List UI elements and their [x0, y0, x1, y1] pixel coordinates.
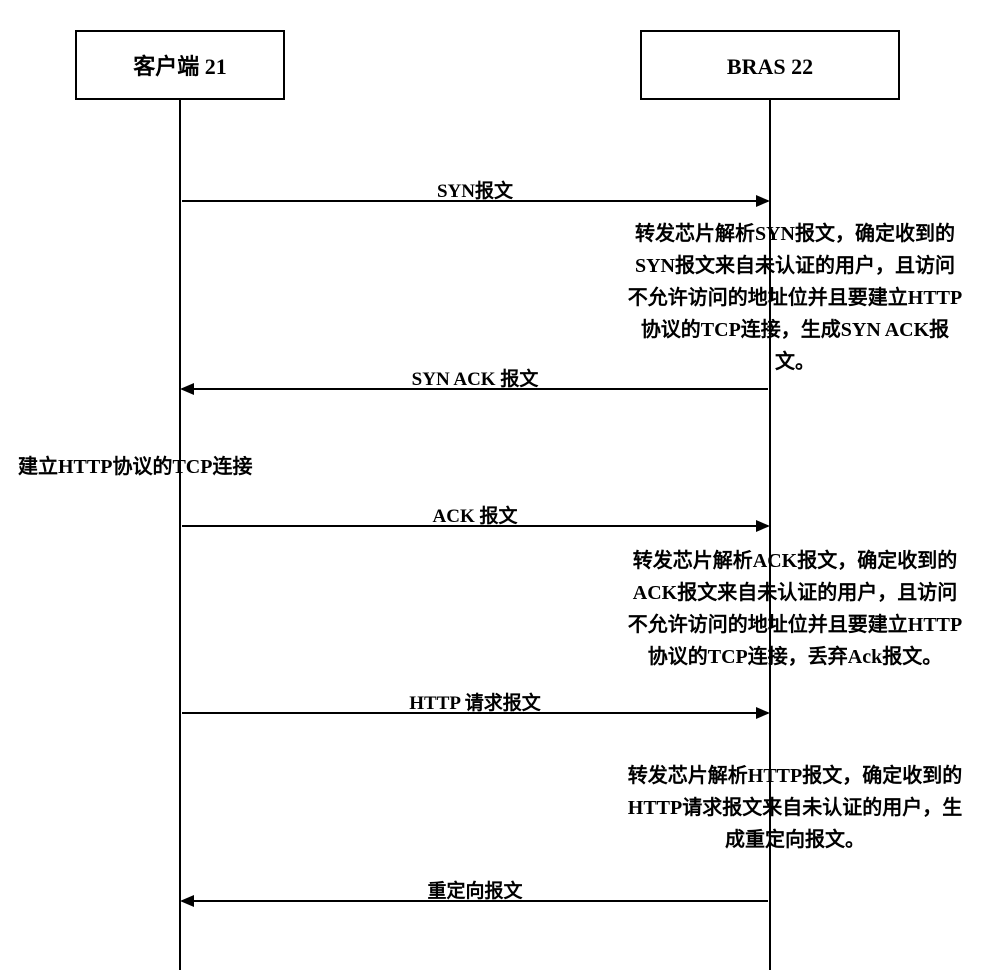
note-line: 转发芯片解析ACK报文，确定收到的 [595, 545, 995, 577]
note-line: 不允许访问的地址位并且要建立HTTP [595, 282, 995, 314]
arrow-head-icon [756, 195, 770, 207]
arrow-head-icon [180, 895, 194, 907]
processing-note: 转发芯片解析SYN报文，确定收到的SYN报文来自未认证的用户，且访问不允许访问的… [595, 218, 995, 378]
message-label: SYN ACK 报文 [325, 364, 625, 391]
note-line: SYN报文来自未认证的用户，且访问 [595, 250, 995, 282]
tcp-established-note: 建立HTTP协议的TCP连接 [18, 450, 252, 479]
message-label: 重定向报文 [325, 876, 625, 903]
note-line: 协议的TCP连接，生成SYN ACK报 [595, 314, 995, 346]
arrow-head-icon [756, 707, 770, 719]
participant-client: 客户端 21 [75, 30, 285, 100]
participant-bras: BRAS 22 [640, 30, 900, 100]
note-line: 文。 [595, 346, 995, 378]
note-line: 成重定向报文。 [595, 824, 995, 856]
processing-note: 转发芯片解析ACK报文，确定收到的ACK报文来自未认证的用户，且访问不允许访问的… [595, 545, 995, 673]
note-line: 协议的TCP连接，丢弃Ack报文。 [595, 641, 995, 673]
note-line: 转发芯片解析HTTP报文，确定收到的 [595, 760, 995, 792]
note-line: HTTP请求报文来自未认证的用户，生 [595, 792, 995, 824]
note-line: 转发芯片解析SYN报文，确定收到的 [595, 218, 995, 250]
note-line: 不允许访问的地址位并且要建立HTTP [595, 609, 995, 641]
message-label: HTTP 请求报文 [325, 688, 625, 715]
processing-note: 转发芯片解析HTTP报文，确定收到的HTTP请求报文来自未认证的用户，生成重定向… [595, 760, 995, 856]
message-label: ACK 报文 [325, 501, 625, 528]
note-line: ACK报文来自未认证的用户，且访问 [595, 577, 995, 609]
message-label: SYN报文 [325, 176, 625, 203]
arrow-head-icon [180, 383, 194, 395]
lifeline-client [179, 100, 181, 970]
arrow-head-icon [756, 520, 770, 532]
